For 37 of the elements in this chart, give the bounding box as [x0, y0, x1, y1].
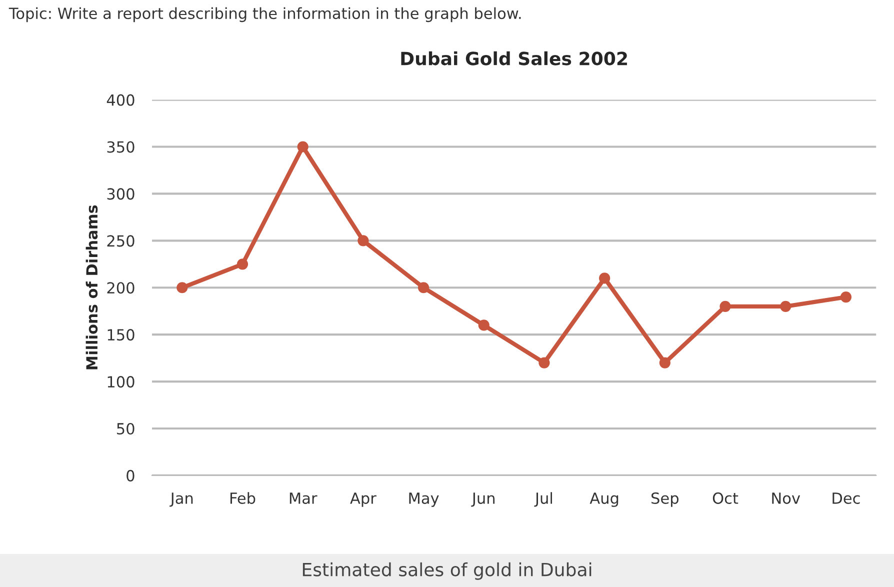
y-tick-label: 0	[126, 470, 134, 482]
point	[720, 300, 731, 312]
point	[297, 141, 308, 152]
y-tick-label: 250	[107, 235, 134, 247]
point	[599, 272, 610, 284]
x-tick-label: Aug	[590, 492, 618, 507]
x-tick-label: Apr	[350, 492, 376, 507]
x-tick-label: Sep	[652, 492, 678, 507]
x-tick-label: Jan	[170, 492, 193, 507]
x-tick-label: May	[409, 492, 439, 507]
x-tick-label: Mar	[290, 492, 318, 504]
chart-title: Dubai Gold Sales 2002	[401, 51, 627, 66]
x-tick-label: Jun	[471, 492, 495, 507]
y-tick-label: 400	[106, 94, 134, 106]
x-tick-label: Jul	[534, 492, 552, 507]
point	[358, 235, 369, 246]
y-tick-label: 50	[117, 422, 134, 435]
x-tick-label: Oct	[712, 492, 738, 504]
x-tick-label: Feb	[230, 492, 256, 504]
text: Topic: Write a report describing the information in the graph below.	[8, 7, 521, 22]
point	[538, 357, 550, 368]
point	[418, 282, 430, 294]
y-tick-label: 150	[108, 329, 134, 341]
y-tick-label: 200	[107, 282, 134, 294]
text: Estimated sales of gold in Dubai	[302, 562, 592, 580]
x-tick-label: Dec	[832, 492, 860, 504]
point	[840, 291, 852, 303]
point	[659, 357, 670, 368]
point	[478, 320, 490, 331]
y-tick-label: 300	[107, 188, 134, 200]
point	[780, 300, 792, 312]
y-tick-label: 100	[108, 376, 134, 388]
point	[176, 282, 188, 294]
y-axis-title: Millions of Dirhams	[86, 205, 98, 370]
point	[236, 258, 248, 270]
x-tick-label: Nov	[772, 492, 800, 504]
y-tick-label: 350	[107, 141, 134, 153]
